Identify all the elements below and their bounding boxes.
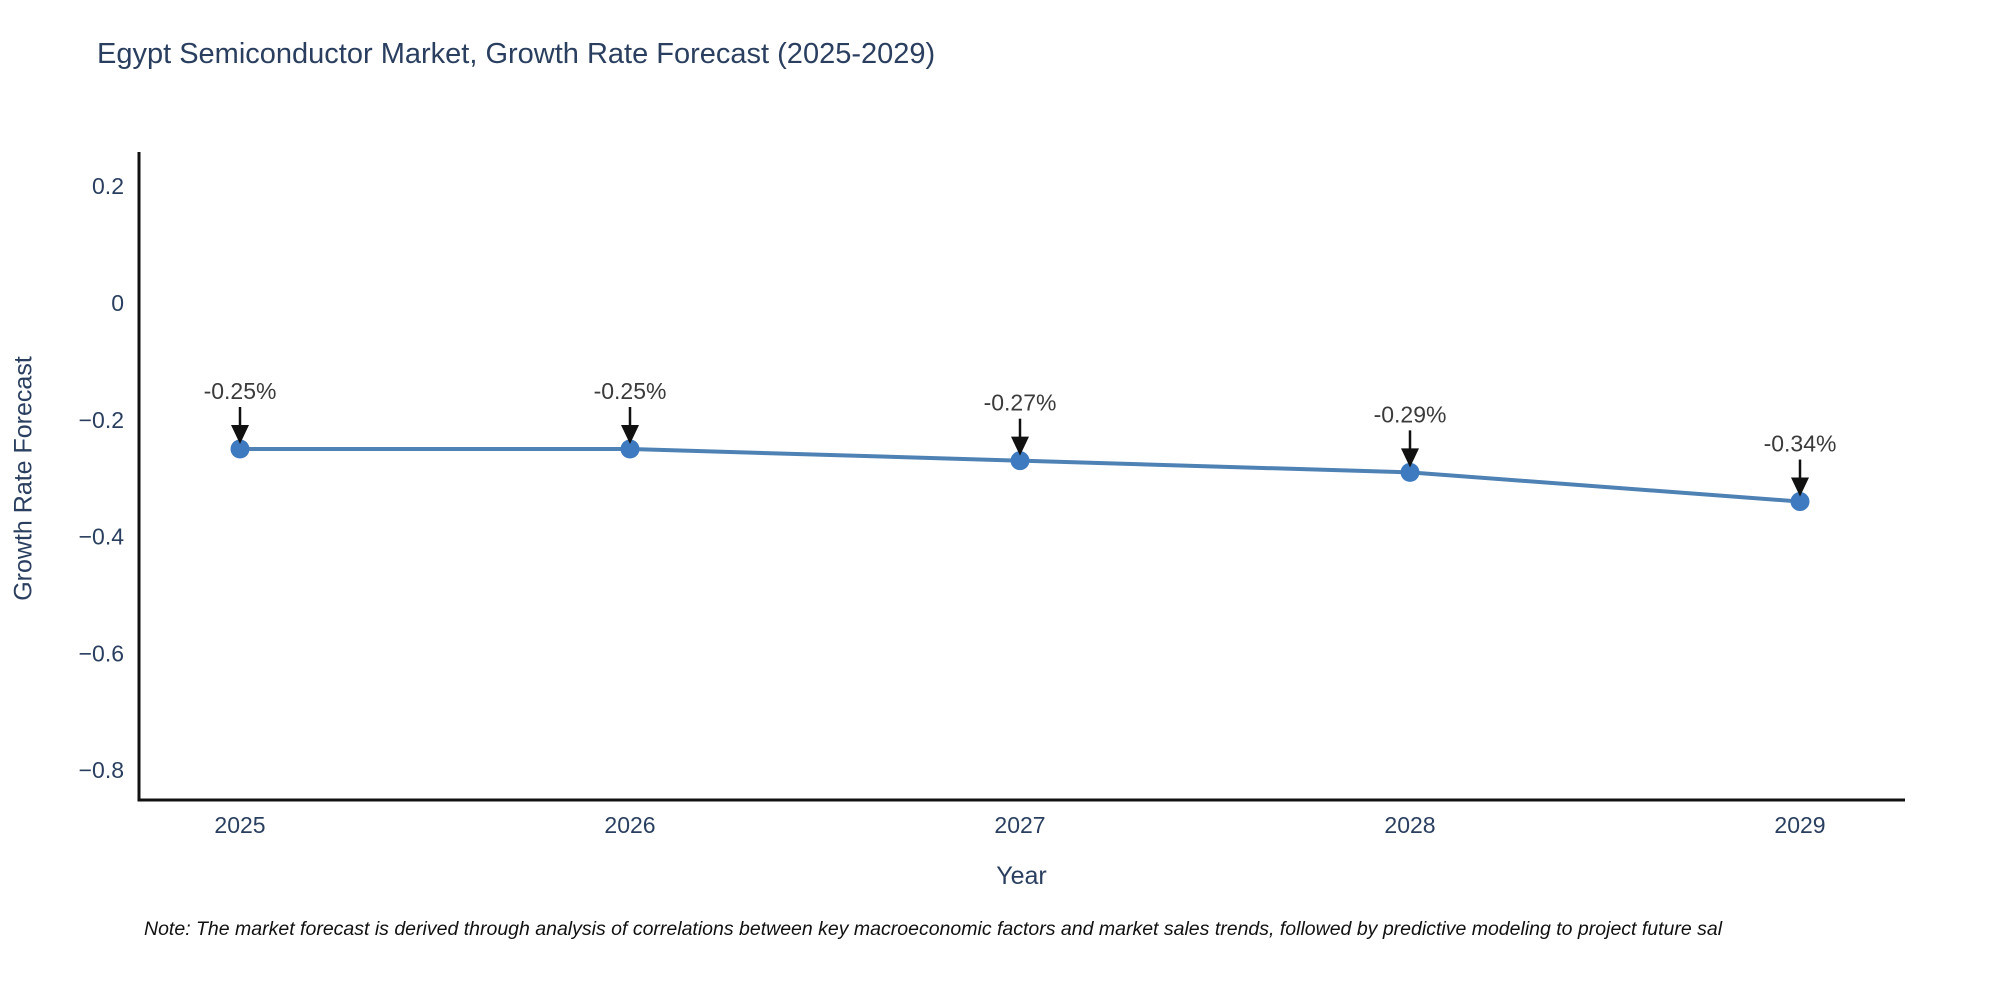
data-point-2025[interactable] — [230, 439, 250, 459]
annotation-label-2029: -0.34% — [1764, 431, 1837, 457]
data-point-2027[interactable] — [1010, 451, 1030, 471]
chart-title: Egypt Semiconductor Market, Growth Rate … — [97, 38, 936, 70]
x-tick-label: 2027 — [994, 812, 1045, 838]
annotation-label-2027: -0.27% — [984, 390, 1057, 416]
y-tick-label: 0 — [111, 290, 124, 316]
annotation-label-2025: -0.25% — [204, 378, 277, 404]
footnote: Note: The market forecast is derived thr… — [144, 918, 1723, 940]
x-tick-label: 2028 — [1384, 812, 1435, 838]
x-tick-label: 2029 — [1774, 812, 1825, 838]
annotation-label-2028: -0.29% — [1374, 401, 1447, 427]
y-tick-label: −0.4 — [79, 524, 125, 550]
y-tick-label: −0.6 — [79, 640, 124, 666]
y-tick-label: 0.2 — [92, 173, 124, 199]
x-tick-label: 2025 — [214, 812, 265, 838]
x-tick-label: 2026 — [604, 812, 655, 838]
data-point-2029[interactable] — [1790, 492, 1810, 512]
data-point-2028[interactable] — [1400, 462, 1420, 482]
x-axis-title: Year — [996, 862, 1047, 890]
annotation-arrowhead — [621, 425, 639, 444]
data-point-2026[interactable] — [620, 439, 640, 459]
annotation-label-2026: -0.25% — [594, 378, 667, 404]
annotation-arrowhead — [1791, 477, 1809, 497]
annotation-arrowhead — [1011, 436, 1029, 456]
y-tick-label: −0.2 — [79, 407, 124, 433]
y-tick-label: −0.8 — [79, 757, 124, 783]
annotation-arrowhead — [231, 425, 249, 444]
annotation-arrowhead — [1401, 448, 1419, 468]
